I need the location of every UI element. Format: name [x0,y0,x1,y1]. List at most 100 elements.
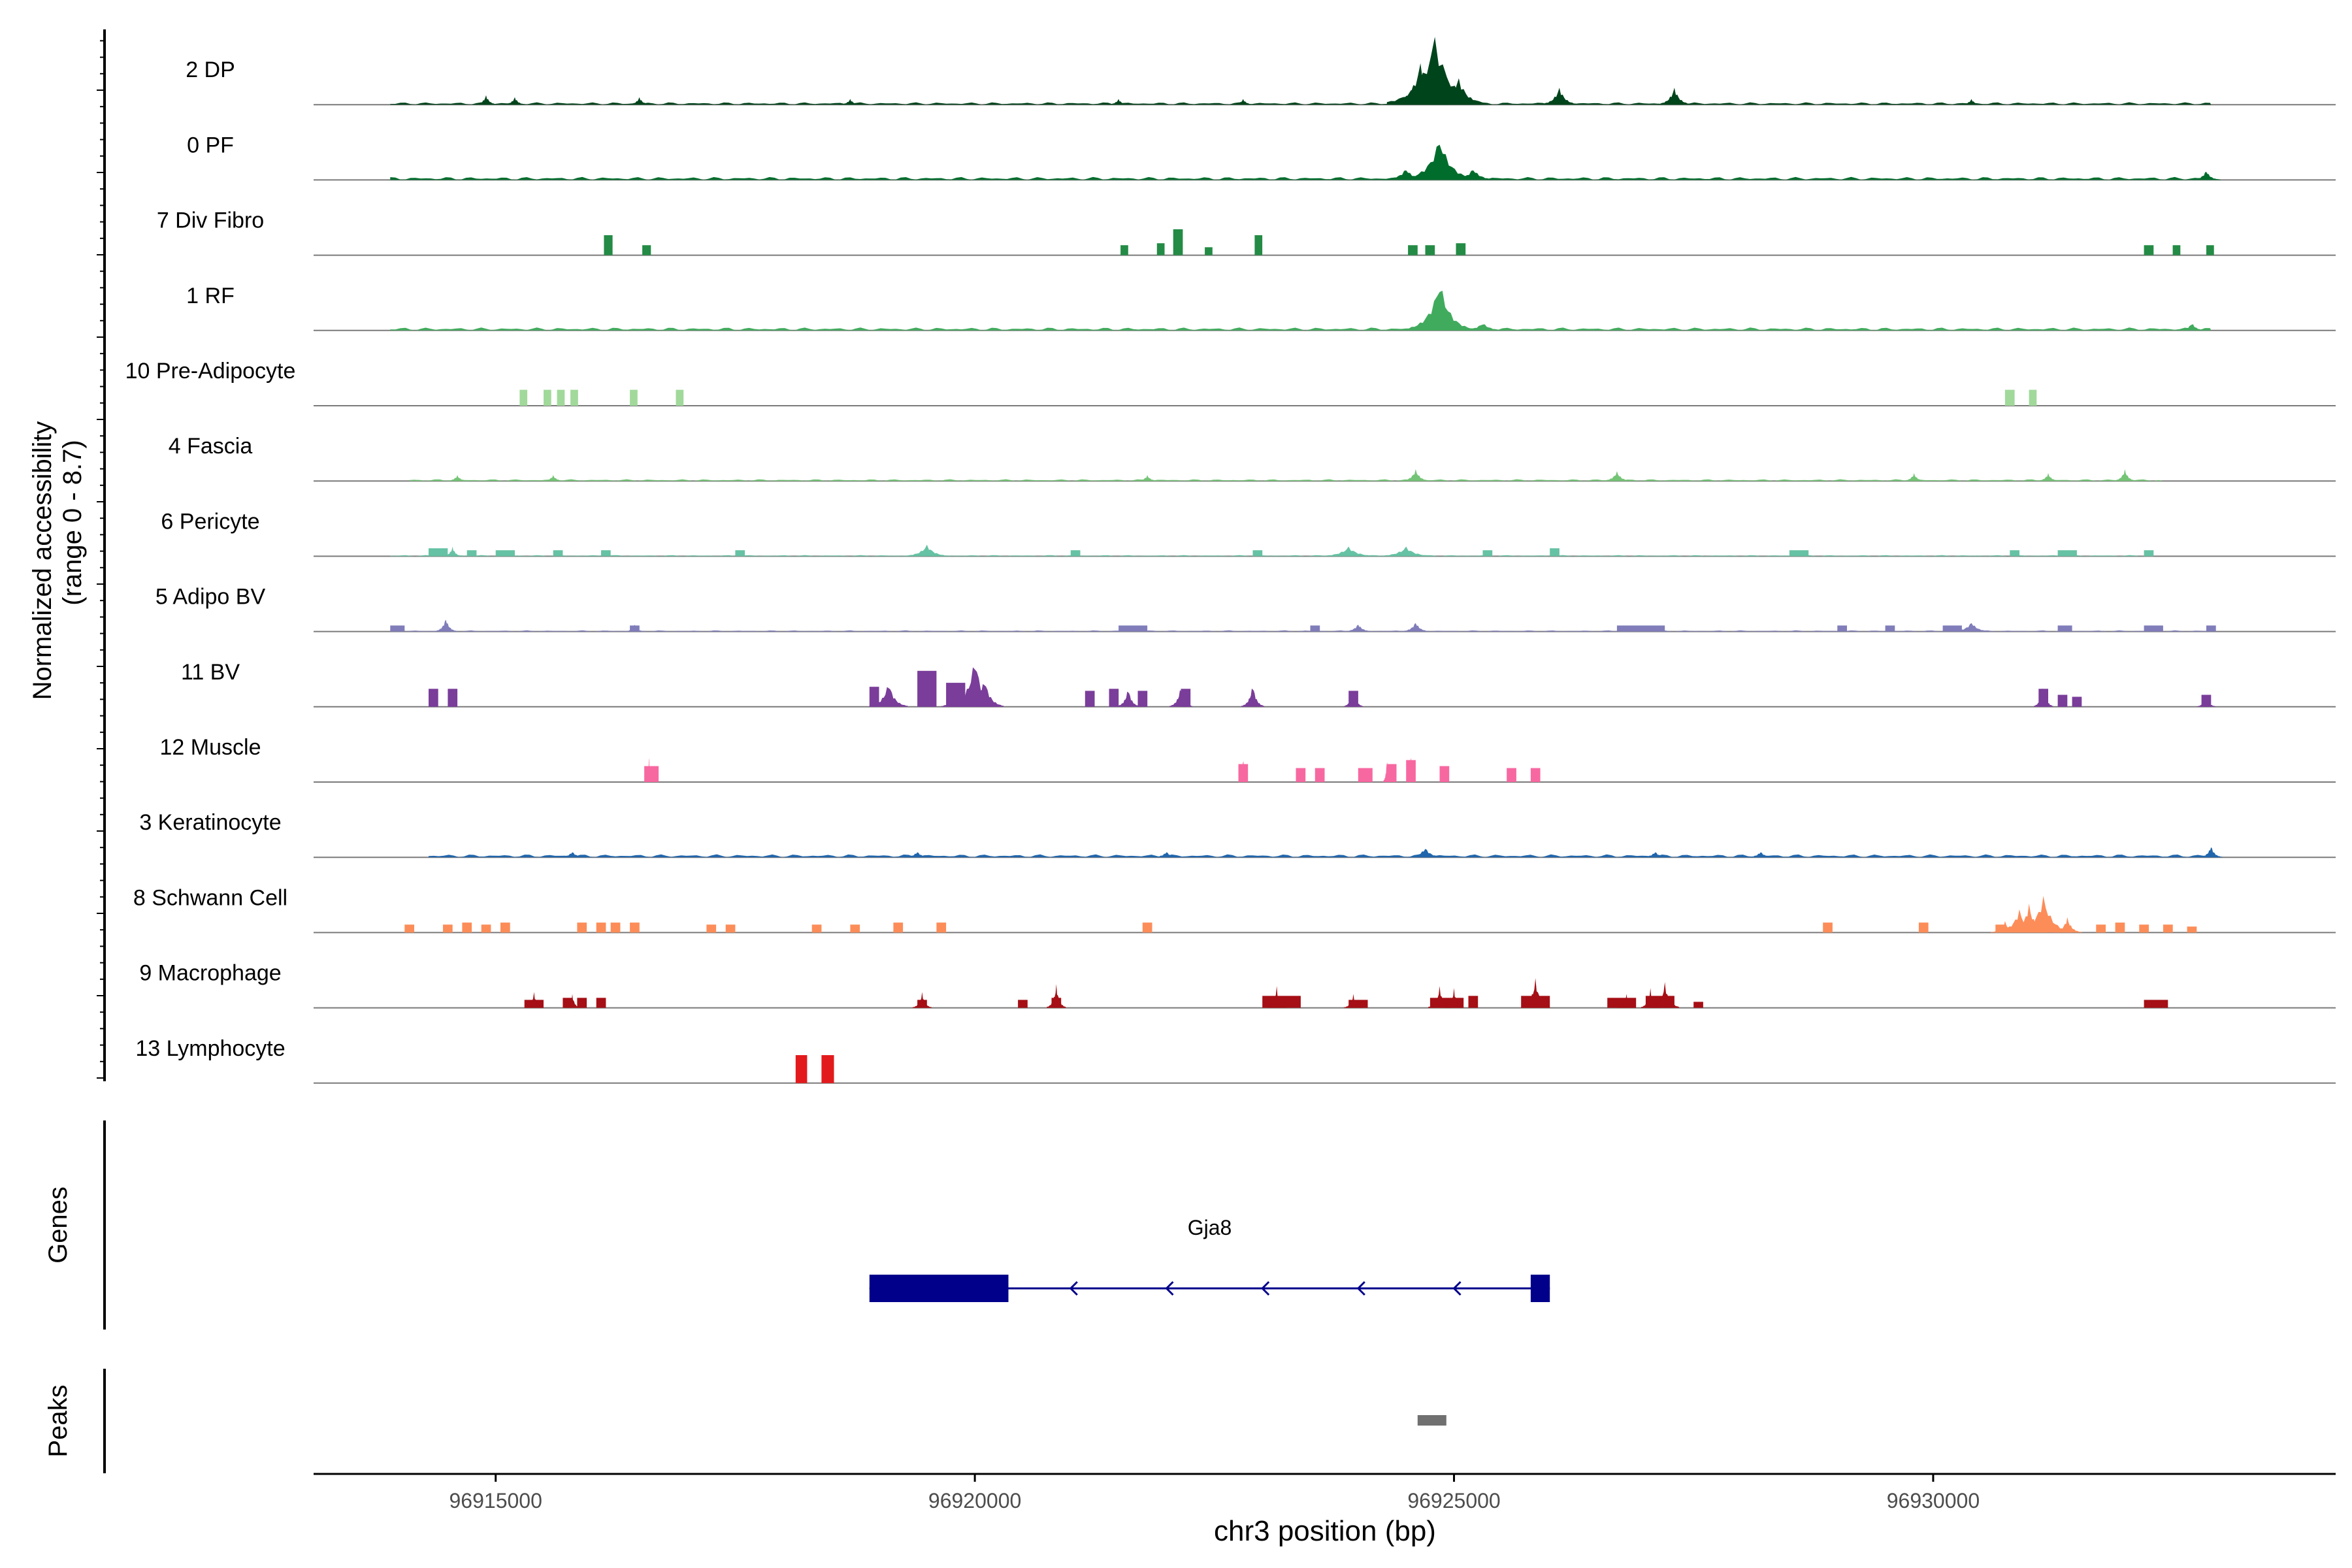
coverage-peak [1995,909,2044,933]
coverage-peak [2113,469,2136,482]
coverage-peak [474,95,498,105]
coverage-background-area [390,327,2212,331]
x-tick-label: 96915000 [449,1489,542,1512]
track-4-fascia: 4 Fascia [169,434,2336,482]
track-13-lymphocyte: 13 Lymphocyte [135,1036,2336,1084]
gene-strand-arrow [1069,1281,1078,1296]
coverage-block [2004,389,2015,406]
coverage-block [577,923,587,933]
coverage-block [1386,764,1397,782]
coverage-peak [951,667,999,707]
track-label: 13 Lymphocyte [135,1036,285,1061]
coverage-peak [2036,473,2060,482]
coverage-block [630,923,640,933]
coverage-block [1507,768,1516,782]
coverage-block [1616,625,1665,632]
coverage-block [917,670,937,707]
coverage-block [429,548,448,557]
coverage-block [1358,768,1373,782]
coverage-peak [1107,99,1130,105]
coverage-peak [1616,994,1637,1008]
coverage-block [725,924,736,933]
coverage-peak [1407,757,1415,782]
coverage-block [462,923,472,933]
track-10-pre-adipocyte: 10 Pre-Adipocyte [125,359,2336,406]
coverage-peak [1239,760,1247,782]
coverage-peak [1444,988,1464,1008]
coverage-block [519,389,528,406]
track-label: 7 Div Fibro [157,208,264,233]
coverage-block [630,389,638,406]
track-label: 2 DP [186,57,235,82]
coverage-peak [1641,988,1660,1008]
coverage-block [1408,245,1418,255]
coverage-block [1530,768,1541,782]
coverage-peak [503,97,527,105]
coverage-peak [1117,691,1140,707]
coverage-block [1156,243,1165,255]
track-6-pericyte: 6 Pericyte [161,509,2336,557]
coverage-peak [1232,99,1255,105]
coverage-block [390,625,405,632]
coverage-peak [1135,475,1159,482]
x-axis-ticks: 96915000 96920000 96925000 96930000 [449,1474,1980,1512]
coverage-block [557,389,565,406]
coverage-peak [1746,852,1775,858]
coverage-peak [1990,921,2019,933]
coverage-peak [1401,623,1430,632]
track-label: 0 PF [187,133,234,157]
coverage-block [1693,1002,1703,1008]
coverage-block [1296,768,1306,782]
coverage-peak [1449,170,1497,180]
coverage-block [481,924,491,933]
coverage-block [553,550,563,557]
coverage-block [821,1055,834,1083]
coverage-peak [628,97,651,105]
coverage-block [2187,926,2197,933]
coverage-block [570,389,578,406]
coverage-block [642,245,651,255]
coverage-block [1137,691,1148,707]
peaks-panel-title: Peaks [44,1384,73,1457]
coverage-peak [1343,625,1373,632]
coverage-block [610,923,621,933]
coverage-block [577,998,587,1008]
coverage-block [2057,550,2077,557]
coverage-peak [1903,473,1926,482]
coverage-block [500,923,510,933]
coverage-peak [1429,78,1488,105]
coverage-peak [1657,88,1692,105]
track-1-rf: 1 RF [186,284,2336,331]
track-7-div-fibro: 7 Div Fibro [157,208,2336,256]
x-tick-label: 96920000 [928,1489,1021,1512]
coverage-peak [558,852,587,858]
coverage-peak [941,691,970,707]
coverage-block [495,550,515,557]
coverage-peak [903,852,932,858]
coverage-peak [1169,690,1193,707]
coverage-block [1109,689,1119,707]
coverage-peak [1952,623,1991,632]
coverage-block [1885,625,1895,632]
track-8-schwann-cell: 8 Schwann Cell [133,885,2336,934]
coverage-background-area [409,479,2164,482]
coverage-peak [2178,324,2206,331]
coverage-peak [1403,144,1477,180]
y-axis-title-line1: Normalized accessibility [28,421,57,700]
coverage-peak [446,475,469,482]
coverage-block [1252,550,1263,557]
coverage-block [795,1055,808,1083]
coverage-peak [1383,762,1391,782]
coverage-block [429,689,438,707]
coverage-block [1018,1000,1028,1008]
coverage-peak [1650,982,1680,1008]
coverage-peak [1343,691,1364,707]
coverage-block [1550,548,1560,557]
gene-exon [869,1275,1009,1302]
coverage-peak [1602,471,1631,482]
genes-panel-title: Genes [44,1186,73,1264]
coverage-peak [1392,63,1450,105]
coverage-block [1315,768,1325,782]
track-11-bv: 11 BV [181,660,2336,708]
track-label: 4 Fascia [169,434,253,459]
